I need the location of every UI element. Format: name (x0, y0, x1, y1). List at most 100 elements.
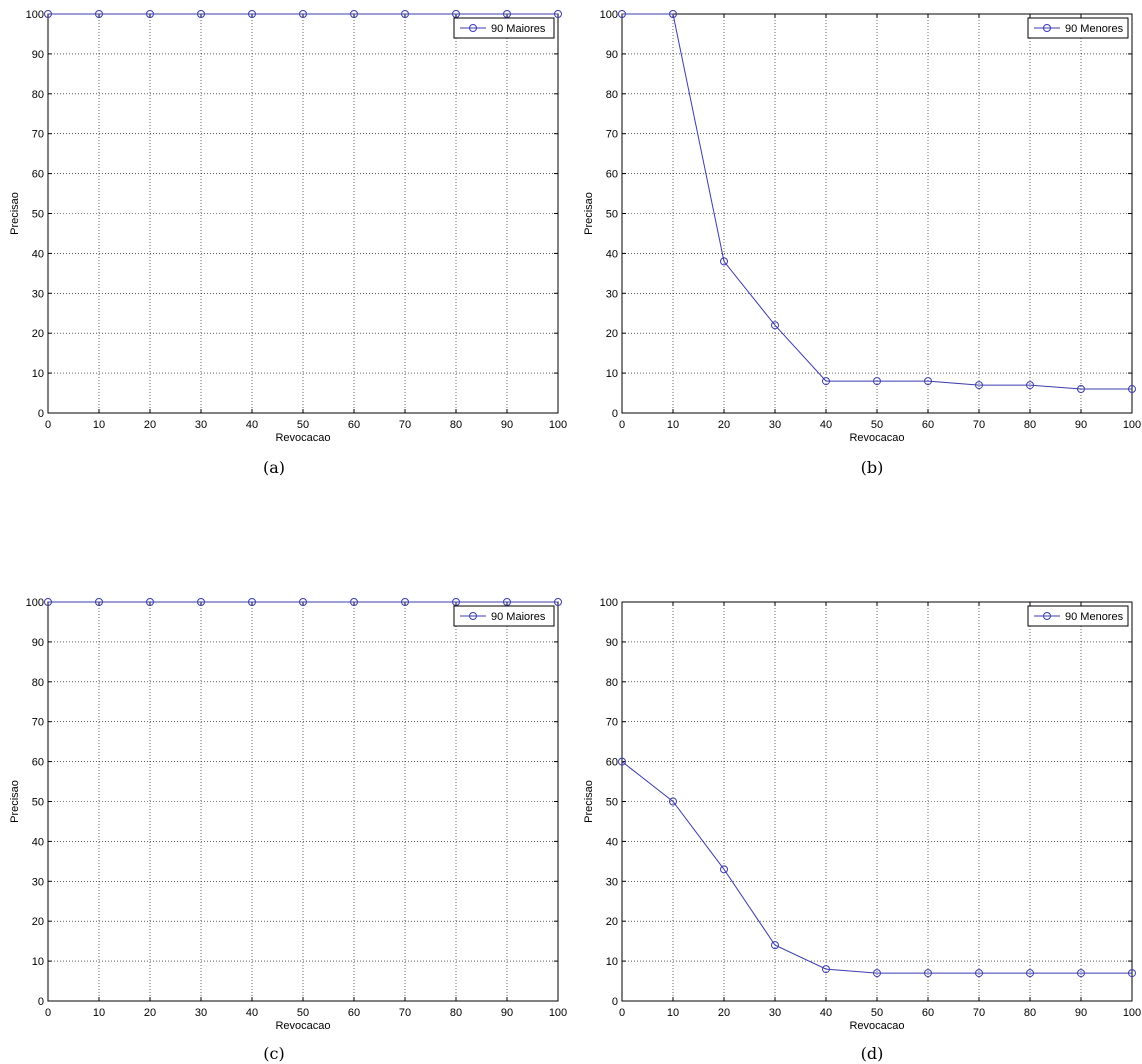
y-tick-label: 0 (612, 408, 618, 420)
data-point (248, 10, 256, 18)
x-tick-label: 60 (348, 1007, 360, 1019)
data-point (873, 377, 881, 386)
x-tick-label: 80 (1024, 419, 1036, 431)
x-axis-label: Revocacao (849, 1020, 904, 1032)
x-tick-label: 70 (973, 1007, 985, 1019)
data-point (822, 377, 830, 386)
x-tick-label: 30 (195, 1007, 207, 1019)
x-tick-label: 40 (820, 419, 832, 431)
y-tick-label: 40 (606, 836, 618, 848)
data-point (975, 381, 983, 390)
x-tick-label: 40 (246, 1007, 258, 1019)
legend-label: 90 Maiores (491, 611, 546, 623)
data-point (401, 598, 409, 606)
data-point (554, 10, 562, 18)
data-point (1026, 381, 1034, 390)
caption-b: (b) (860, 458, 884, 477)
data-point (554, 598, 562, 606)
data-point (350, 10, 358, 18)
data-point (95, 10, 103, 18)
y-tick-label: 0 (38, 996, 44, 1008)
x-tick-label: 20 (144, 1007, 156, 1019)
y-tick-label: 40 (32, 248, 44, 260)
legend-label: 90 Menores (1065, 611, 1124, 623)
x-tick-label: 90 (1075, 419, 1087, 431)
y-tick-label: 50 (606, 797, 618, 809)
y-tick-label: 100 (26, 597, 44, 609)
data-point (197, 10, 205, 18)
legend-box (453, 17, 555, 39)
x-tick-label: 80 (450, 419, 462, 431)
y-tick-label: 90 (606, 49, 618, 61)
data-point (95, 598, 103, 606)
x-tick-label: 30 (195, 419, 207, 431)
x-tick-label: 30 (769, 419, 781, 431)
legend-label: 90 Menores (1065, 23, 1124, 35)
data-point (1128, 969, 1136, 978)
data-point (873, 969, 881, 978)
x-tick-label: 100 (549, 1007, 567, 1019)
y-tick-label: 60 (606, 757, 618, 769)
data-point (44, 10, 52, 18)
x-tick-label: 90 (1075, 1007, 1087, 1019)
chart-panel-a: 0 10 20 30 40 50 60 70 80 90 100 0 10 20 30 40 50 60 70 80 9… (0, 0, 567, 450)
y-tick-label: 30 (606, 288, 618, 300)
legend-box (453, 605, 555, 627)
x-axis-label: Revocacao (275, 432, 330, 444)
x-tick-label: 60 (922, 419, 934, 431)
y-tick-label: 20 (606, 328, 618, 340)
legend-marker (1043, 24, 1051, 32)
data-point (720, 257, 728, 266)
x-tick-label: 60 (348, 419, 360, 431)
data-point (299, 598, 307, 606)
y-axis-label: Precisao (583, 780, 595, 823)
y-tick-label: 80 (32, 89, 44, 101)
x-tick-label: 70 (973, 419, 985, 431)
x-tick-label: 100 (549, 419, 567, 431)
x-axis-label: Revocacao (849, 432, 904, 444)
series-line (621, 761, 1132, 974)
x-tick-label: 0 (619, 1007, 625, 1019)
legend-box (1027, 17, 1129, 39)
data-point (669, 797, 677, 806)
x-tick-label: 100 (1123, 419, 1141, 431)
x-axis-label: Revocacao (275, 1020, 330, 1032)
x-tick-label: 20 (144, 419, 156, 431)
y-tick-label: 30 (32, 876, 44, 888)
data-point (1077, 385, 1085, 394)
data-point (669, 10, 677, 18)
data-point (44, 598, 52, 606)
y-tick-label: 90 (606, 637, 618, 649)
chart-panel-c: 0 10 20 30 40 50 60 70 80 90 100 0 10 20 30 40 50 60 70 80 9… (0, 588, 567, 1038)
x-tick-label: 10 (93, 1007, 105, 1019)
y-axis-label: Precisao (9, 192, 21, 235)
y-tick-label: 90 (32, 49, 44, 61)
x-tick-label: 80 (450, 1007, 462, 1019)
y-tick-label: 100 (600, 9, 618, 21)
y-tick-label: 20 (606, 916, 618, 928)
caption-a: (a) (262, 458, 286, 477)
x-tick-label: 70 (399, 1007, 411, 1019)
data-point (975, 969, 983, 978)
chart-a-svg: 0 10 20 30 40 50 60 70 80 90 100 0 10 20 30 40 50 60 70 80 9… (9, 9, 567, 444)
y-axis-label: Precisao (9, 780, 21, 823)
y-tick-label: 10 (606, 368, 618, 380)
x-tick-label: 100 (1123, 1007, 1141, 1019)
chart-b-svg: 0 10 20 30 40 50 60 70 80 90 100 0 10 20 30 40 50 60 70 80 9… (583, 9, 1141, 444)
y-tick-label: 100 (26, 9, 44, 21)
y-tick-label: 50 (32, 209, 44, 221)
y-tick-label: 40 (32, 836, 44, 848)
x-tick-label: 10 (93, 419, 105, 431)
y-tick-label: 10 (32, 368, 44, 380)
y-tick-label: 0 (38, 408, 44, 420)
data-point (924, 377, 932, 386)
y-tick-label: 60 (606, 169, 618, 181)
y-tick-label: 0 (612, 996, 618, 1008)
x-tick-label: 20 (718, 1007, 730, 1019)
data-point (350, 598, 358, 606)
y-tick-label: 10 (606, 956, 618, 968)
x-tick-label: 70 (399, 419, 411, 431)
data-point (1026, 969, 1034, 978)
y-tick-label: 10 (32, 956, 44, 968)
x-tick-label: 20 (718, 419, 730, 431)
